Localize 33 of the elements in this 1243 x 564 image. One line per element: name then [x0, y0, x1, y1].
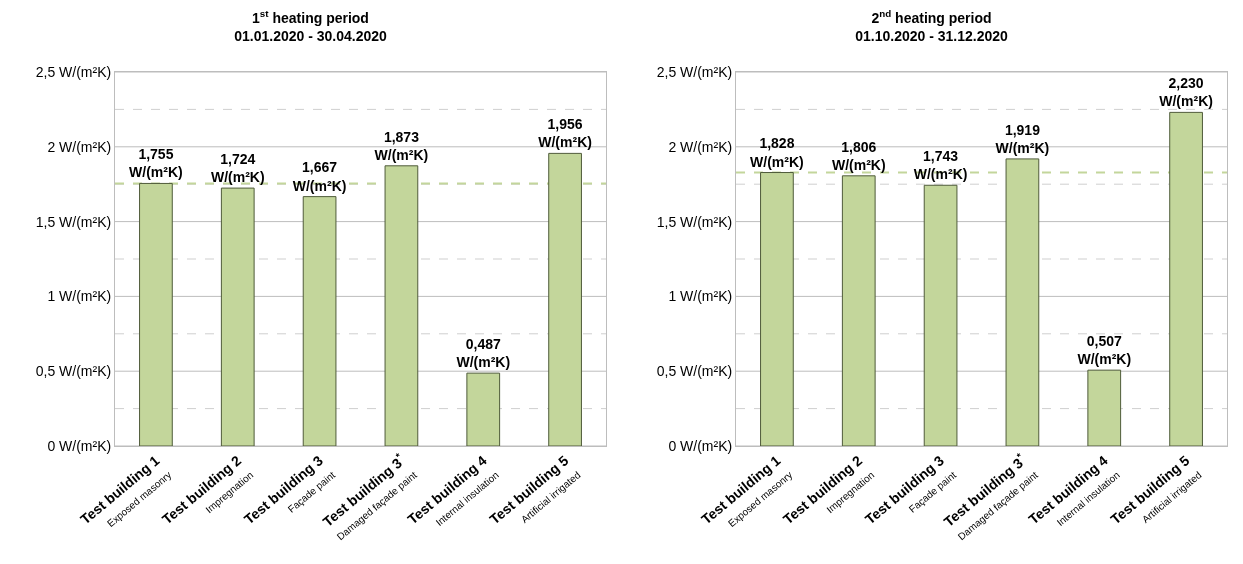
y-tick-label: 2 W/(m²K): [47, 138, 112, 155]
y-tick-label: 1 W/(m²K): [47, 288, 112, 305]
y-tick-label: 0 W/(m²K): [668, 437, 733, 454]
y-tick-label: 1,5 W/(m²K): [656, 213, 733, 230]
data-label: 1,806 W/(m²K): [831, 138, 886, 173]
data-label: 1,755 W/(m²K): [129, 146, 183, 181]
bar: [923, 184, 958, 446]
bar: [466, 372, 501, 446]
chart-title: 2$^{nd}$ heating period 01.10.2020 - 31.12.2020: [855, 7, 1008, 44]
y-tick-label: 0,5 W/(m²K): [656, 363, 733, 380]
y-tick-label: 0 W/(m²K): [47, 437, 112, 454]
bar: [1087, 369, 1122, 446]
data-label: 1,743 W/(m²K): [913, 148, 968, 183]
bar: [220, 187, 255, 446]
data-label: 1,956 W/(m²K): [538, 116, 592, 151]
data-label: 0,507 W/(m²K): [1077, 332, 1132, 368]
data-label: 1,828 W/(m²K): [750, 135, 804, 170]
data-label: 1,724 W/(m²K): [210, 150, 265, 186]
y-tick-label: 2 W/(m²K): [668, 138, 733, 155]
data-label: 1,667 W/(m²K): [292, 159, 347, 194]
y-tick-label: 2,5 W/(m²K): [656, 63, 733, 80]
data-label: 1,919 W/(m²K): [995, 121, 1050, 156]
data-label: 1,873 W/(m²K): [374, 128, 429, 163]
y-tick-label: 2,5 W/(m²K): [35, 63, 112, 80]
chart-title: 1$^{st}$ heating period 01.01.2020 - 30.04.2020: [234, 7, 387, 44]
y-tick-label: 1 W/(m²K): [668, 288, 733, 305]
data-label: 2,230 W/(m²K): [1159, 75, 1213, 110]
bar: [302, 196, 337, 446]
y-tick-label: 0,5 W/(m²K): [35, 363, 112, 380]
y-tick-label: 1,5 W/(m²K): [35, 213, 112, 230]
bar: [384, 165, 419, 446]
data-label: 0,487 W/(m²K): [456, 335, 511, 371]
bar: [1005, 158, 1040, 446]
